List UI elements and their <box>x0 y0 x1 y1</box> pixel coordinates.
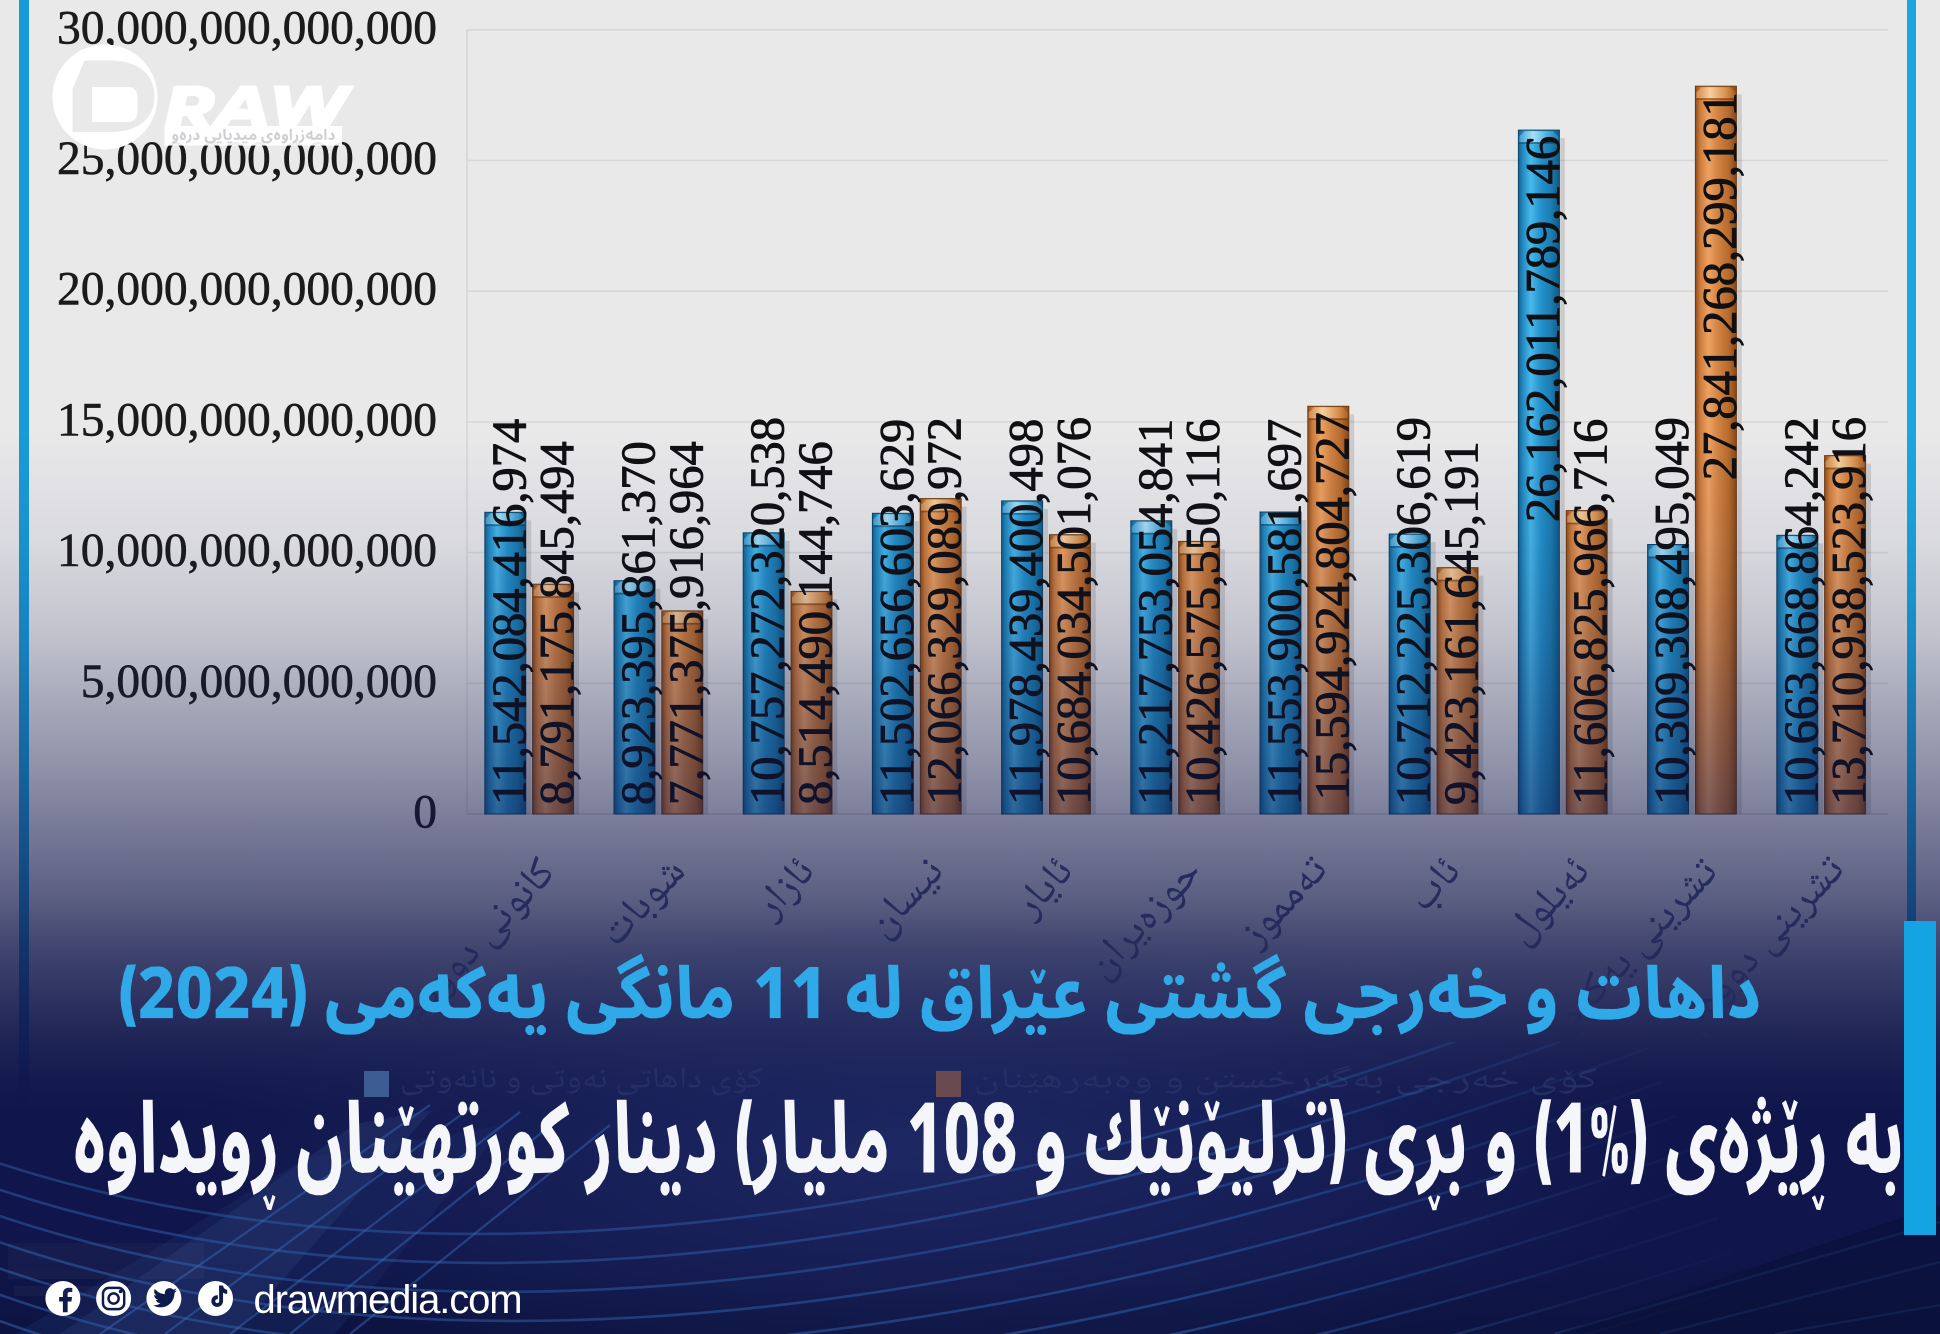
svg-text:drawmedia.com: drawmedia.com <box>254 1278 522 1322</box>
